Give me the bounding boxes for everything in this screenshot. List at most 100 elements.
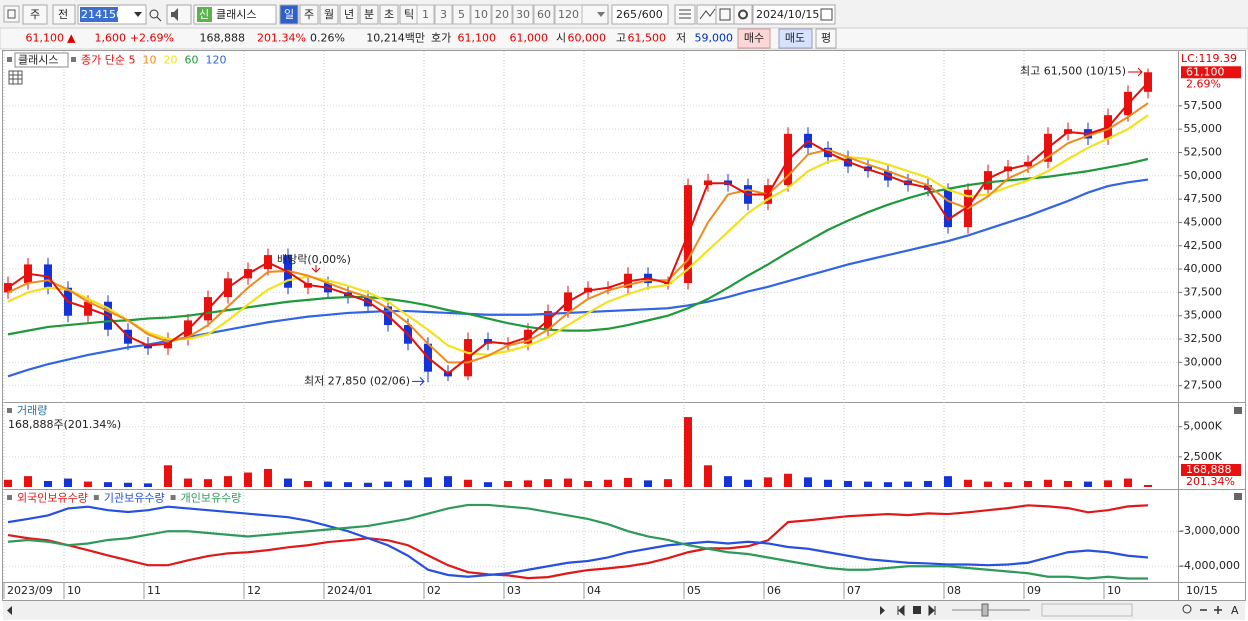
save-button[interactable] (715, 4, 735, 25)
volume-bar (744, 479, 752, 487)
volume-bar (1064, 480, 1072, 487)
sell-button[interactable] (778, 28, 813, 49)
x-tick-label: 08 (947, 584, 961, 597)
interval-button[interactable] (339, 4, 359, 25)
interval-label: 월 (324, 8, 334, 21)
volume-bar (704, 465, 712, 487)
y-tick-label: 40,000 (1184, 262, 1223, 275)
scroll-right[interactable] (880, 606, 885, 615)
stock-name: 클래시스 (216, 8, 256, 21)
volume-bar (84, 481, 92, 487)
x-tick-label: 12 (247, 584, 261, 597)
y-tick-label: 30,000 (1184, 355, 1223, 368)
unit-button[interactable] (554, 4, 583, 25)
x-tick-label: 2024/01 (327, 584, 373, 597)
ask: 61,100 (458, 32, 497, 45)
y-tick-label: -3,000,000 (1180, 524, 1240, 537)
ask-label: 호가 (431, 32, 451, 45)
legend-icon (170, 495, 176, 500)
scroll-start[interactable] (897, 604, 905, 617)
name-field[interactable] (193, 4, 277, 25)
date-field[interactable] (752, 4, 836, 25)
high-arrow (1128, 67, 1143, 77)
y-tick-label: 35,000 (1184, 309, 1223, 322)
y-tick-label: 2,500K (1183, 450, 1222, 463)
calendar-icon[interactable] (820, 8, 833, 21)
code-dropdown[interactable] (134, 12, 142, 17)
settings-button[interactable] (733, 4, 753, 25)
scroll-end[interactable] (928, 604, 936, 617)
buy-label: 매수 (744, 32, 764, 45)
volume-bar (604, 479, 612, 487)
panel-subtitle: 168,888주(201.34%) (8, 418, 121, 431)
volume-bar (764, 477, 772, 487)
volume-bar (444, 476, 452, 487)
x-tick-label: 02 (427, 584, 441, 597)
holding-line (7, 505, 1149, 578)
tool-strip[interactable] (1041, 603, 1133, 617)
scroll-left[interactable] (7, 606, 12, 615)
legend-entry: 10 (142, 54, 156, 67)
stop-button[interactable] (913, 606, 921, 614)
legend-entry: 외국인보유수량 (17, 492, 88, 505)
volume-bar (1084, 481, 1092, 487)
unit-button[interactable] (491, 4, 513, 25)
interval-button[interactable] (279, 4, 299, 25)
panel-button[interactable] (1234, 493, 1242, 500)
amount: 10,214백만 (366, 32, 425, 45)
unit-button[interactable] (512, 4, 534, 25)
volume-bar (904, 481, 912, 487)
interval-button[interactable] (379, 4, 399, 25)
legend-icon (7, 408, 12, 413)
interval-label: 틱 (404, 8, 414, 21)
tool-button[interactable] (696, 4, 718, 25)
volume-bar (844, 480, 852, 487)
volume-bar (884, 482, 892, 487)
zoom-icon[interactable] (1182, 604, 1192, 614)
volume-bar (644, 480, 652, 487)
volume-ratio: 201.34% (257, 32, 306, 45)
speaker-button[interactable] (166, 4, 192, 25)
interval-button[interactable] (319, 4, 339, 25)
volume-bar (184, 478, 192, 487)
buy-button[interactable] (737, 28, 771, 49)
volume-bar (224, 476, 232, 487)
period-label: 주 (30, 8, 40, 21)
interval-button[interactable] (359, 4, 379, 25)
volume-bar (284, 478, 292, 487)
volume-bar (104, 482, 112, 487)
volume-bar (324, 481, 332, 487)
y-tick-label: 57,500 (1184, 99, 1223, 112)
speaker-icon (171, 8, 178, 21)
x-tick-label: 10 (67, 584, 81, 597)
menu-icon[interactable] (3, 5, 20, 23)
new-badge (197, 7, 212, 22)
sell-label: 매도 (785, 32, 805, 45)
volume-bar (24, 476, 32, 487)
unit-button[interactable] (533, 4, 555, 25)
table-icon[interactable] (8, 70, 23, 85)
new-badge-label: 신 (199, 8, 209, 21)
font-button[interactable]: A (1231, 604, 1239, 617)
change-arrow: ▲ (67, 32, 76, 45)
unit-button[interactable] (470, 4, 492, 25)
legend-icon (7, 57, 12, 62)
y-tick-label: 32,500 (1184, 332, 1223, 345)
zoom-thumb[interactable] (981, 603, 989, 617)
search-icon[interactable] (149, 9, 159, 19)
panel-button[interactable] (1234, 407, 1242, 414)
count-field[interactable] (611, 4, 669, 25)
zoom-in[interactable] (1214, 606, 1222, 614)
period-select[interactable] (22, 4, 48, 25)
moving-average-line (7, 157, 1149, 336)
interval-button[interactable] (299, 4, 319, 25)
unit-button[interactable] (416, 4, 435, 25)
prev-button[interactable] (52, 4, 76, 25)
unit-button[interactable] (452, 4, 471, 25)
change: 1,600 (95, 32, 127, 45)
interval-label: 일 (284, 7, 294, 21)
high-label: 고 (616, 32, 626, 45)
unit-button[interactable] (434, 4, 453, 25)
avg-button[interactable] (815, 28, 837, 49)
